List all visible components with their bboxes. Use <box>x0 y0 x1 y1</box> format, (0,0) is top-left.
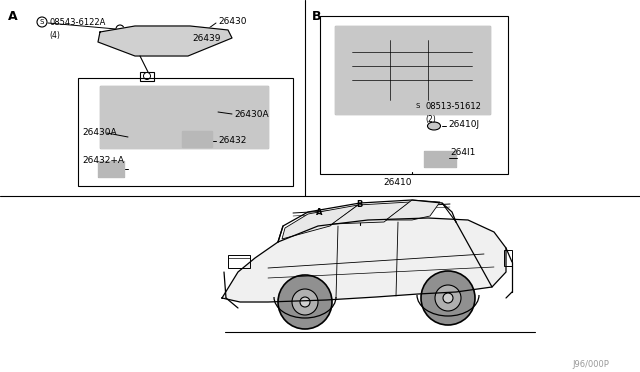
Text: 08513-51612: 08513-51612 <box>425 102 481 110</box>
Text: J96/000P: J96/000P <box>572 360 609 369</box>
Text: 26430A: 26430A <box>234 110 269 119</box>
Text: S: S <box>416 103 420 109</box>
Text: B: B <box>312 10 321 23</box>
Text: 26410J: 26410J <box>448 120 479 129</box>
Bar <box>182 131 212 147</box>
Circle shape <box>278 275 332 329</box>
Bar <box>335 26 490 114</box>
Circle shape <box>413 101 423 111</box>
Circle shape <box>421 271 475 325</box>
Circle shape <box>435 285 461 311</box>
Text: 08543-6122A: 08543-6122A <box>49 17 106 26</box>
Text: B: B <box>356 200 362 209</box>
Circle shape <box>152 106 164 118</box>
Bar <box>78 78 293 186</box>
Ellipse shape <box>428 122 440 130</box>
Text: A: A <box>316 208 323 217</box>
Circle shape <box>133 103 151 121</box>
Circle shape <box>131 133 141 143</box>
Text: 26432+A: 26432+A <box>82 156 124 165</box>
Text: S: S <box>40 19 44 25</box>
Text: 26430A: 26430A <box>82 128 116 137</box>
Polygon shape <box>386 200 440 220</box>
Bar <box>504 250 512 266</box>
Bar <box>348 36 476 104</box>
Polygon shape <box>222 218 506 302</box>
Polygon shape <box>98 161 124 177</box>
Polygon shape <box>100 86 268 148</box>
Text: 26439: 26439 <box>192 34 221 43</box>
Text: (2): (2) <box>425 115 436 124</box>
Circle shape <box>292 289 318 315</box>
Bar <box>175 93 223 131</box>
Bar <box>100 86 268 148</box>
Text: A: A <box>8 10 18 23</box>
Text: (4): (4) <box>49 31 60 40</box>
Text: 264I1: 264I1 <box>450 148 476 157</box>
Circle shape <box>300 297 310 307</box>
Bar <box>115 93 167 131</box>
Bar <box>98 161 124 177</box>
Circle shape <box>443 293 453 303</box>
Bar <box>140 72 154 81</box>
Polygon shape <box>182 131 212 147</box>
Polygon shape <box>335 26 490 114</box>
Text: 26430: 26430 <box>218 17 246 26</box>
Bar <box>320 16 508 174</box>
Circle shape <box>143 73 150 80</box>
Circle shape <box>37 17 47 27</box>
Polygon shape <box>282 205 358 239</box>
Polygon shape <box>332 202 410 224</box>
Text: 26410: 26410 <box>383 178 412 187</box>
Bar <box>424 151 456 167</box>
Polygon shape <box>98 26 232 56</box>
Polygon shape <box>424 151 456 167</box>
Bar <box>228 255 250 268</box>
Text: 26432: 26432 <box>218 136 246 145</box>
Circle shape <box>116 25 124 33</box>
